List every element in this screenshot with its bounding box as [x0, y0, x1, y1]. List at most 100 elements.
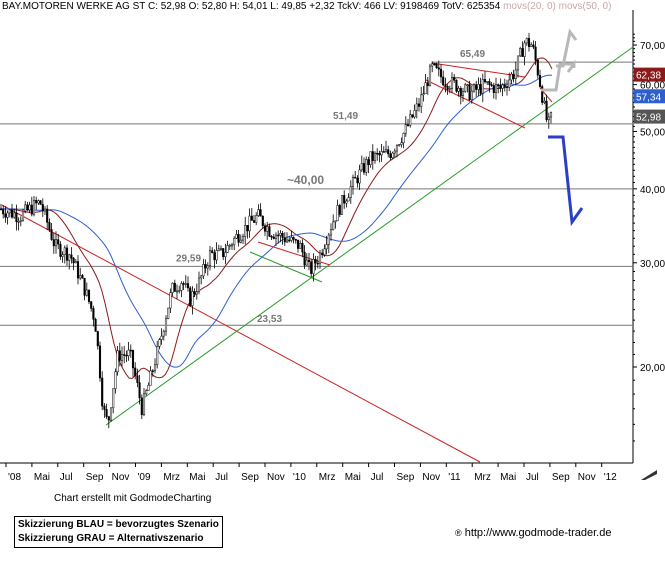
- candle-body: [290, 237, 293, 241]
- candle-body: [497, 84, 500, 86]
- registered-icon: ®: [455, 528, 462, 538]
- chart-credit: Chart erstellt mit GodmodeCharting: [54, 493, 212, 504]
- legend-blue: Skizzierung BLAU = bevorzugtes Szenario: [18, 519, 219, 530]
- candle-body: [224, 252, 227, 258]
- x-tick-label: Mrz: [319, 472, 336, 483]
- candle-body: [371, 151, 374, 161]
- candle-body: [389, 153, 392, 159]
- candle-body: [252, 220, 256, 223]
- candle-body: [142, 393, 146, 416]
- candle-body: [255, 215, 258, 223]
- x-tick-label: '11: [448, 472, 461, 483]
- candle-body: [301, 242, 304, 253]
- candle-body: [226, 245, 229, 253]
- candle-body: [46, 208, 49, 223]
- candle-body: [318, 252, 322, 264]
- candle-body: [21, 210, 25, 221]
- candle-body: [340, 195, 344, 215]
- candle-body: [283, 237, 286, 243]
- candle-body: [186, 283, 190, 289]
- candle-body: [145, 390, 148, 395]
- candle-body: [285, 239, 289, 243]
- candle-body: [420, 94, 423, 107]
- candle-body: [200, 275, 203, 279]
- ma50-label: movs(50, 0): [558, 1, 612, 12]
- candle-body: [230, 244, 234, 247]
- candle-body: [402, 133, 405, 144]
- candle-body: [426, 82, 429, 87]
- candle-body: [123, 354, 126, 356]
- candle-body: [400, 142, 403, 145]
- candle-body: [57, 239, 60, 245]
- legend-grey: Skizzierung GRAU = Alternativszenario: [18, 533, 204, 544]
- level-label: 29,59: [176, 253, 201, 264]
- candle-body: [384, 149, 388, 153]
- candle-body: [521, 48, 524, 57]
- candle-body: [118, 350, 121, 361]
- candle-body: [409, 114, 412, 126]
- candle-body: [362, 163, 366, 173]
- candle-body: [244, 225, 247, 237]
- candle-body: [134, 367, 137, 377]
- candle-body: [459, 88, 462, 96]
- price-tag-bg: [634, 109, 665, 124]
- candle-body: [116, 350, 119, 373]
- x-tick-label: Mai: [500, 472, 516, 483]
- level-label: 23,53: [257, 314, 282, 325]
- candle-body: [347, 197, 350, 202]
- candle-body: [213, 252, 216, 261]
- candle-body: [288, 239, 291, 242]
- source-link[interactable]: ® http://www.godmode-trader.de: [455, 527, 612, 539]
- candle-body: [472, 84, 476, 92]
- candle-body: [442, 76, 445, 86]
- candle-body: [10, 209, 14, 218]
- candle-body: [217, 248, 220, 251]
- candle-body: [98, 345, 102, 379]
- x-tick-label: Mai: [189, 472, 205, 483]
- candle-body: [74, 261, 77, 264]
- scroll-corner[interactable]: [633, 464, 665, 484]
- candle-body: [360, 163, 363, 171]
- candlesticks: [0, 32, 553, 429]
- candle-body: [457, 88, 460, 92]
- y-tick-label: 60,00: [640, 81, 665, 92]
- candle-body: [162, 330, 165, 337]
- low-value: L: 49,85: [270, 1, 307, 12]
- y-tick-label: 40,00: [640, 185, 665, 196]
- candle-body: [523, 42, 526, 57]
- candle-body: [235, 234, 238, 239]
- candle-body: [239, 239, 242, 243]
- candle-body: [387, 149, 390, 155]
- candle-body: [470, 90, 473, 101]
- horizontal-levels: [0, 61, 633, 326]
- candle-body: [147, 384, 150, 391]
- candle-body: [490, 84, 493, 86]
- candle-body: [446, 86, 449, 90]
- candle-body: [486, 81, 489, 83]
- candle-body: [215, 250, 218, 261]
- candle-body: [475, 84, 478, 90]
- candle-body: [193, 291, 196, 295]
- x-axis-ticks: '08 Mai Jul Sep Nov '09 Mrz Mai Jul Sep Nov '10 Mrz M…: [5, 463, 617, 483]
- candle-body: [448, 88, 451, 90]
- price-tag-bg: [634, 89, 665, 104]
- candle-body: [105, 409, 108, 417]
- candle-body: [15, 212, 18, 222]
- downtrend-line: [1, 204, 481, 463]
- candle-body: [404, 124, 407, 134]
- candle-body: [422, 93, 425, 96]
- candle-body: [112, 388, 115, 409]
- candle-body: [160, 335, 163, 340]
- uptrend-line: [105, 46, 634, 426]
- candle-body: [382, 151, 385, 153]
- open-value: O: 52,80: [188, 1, 227, 12]
- candle-body: [279, 233, 282, 236]
- y-tick-label: 30,00: [640, 259, 665, 270]
- candle-body: [171, 282, 174, 293]
- preferred-scenario-arrow: [548, 135, 584, 227]
- candle-body: [211, 250, 214, 253]
- candle-body: [532, 44, 535, 48]
- candle-body: [156, 346, 159, 366]
- candle-body: [380, 151, 383, 156]
